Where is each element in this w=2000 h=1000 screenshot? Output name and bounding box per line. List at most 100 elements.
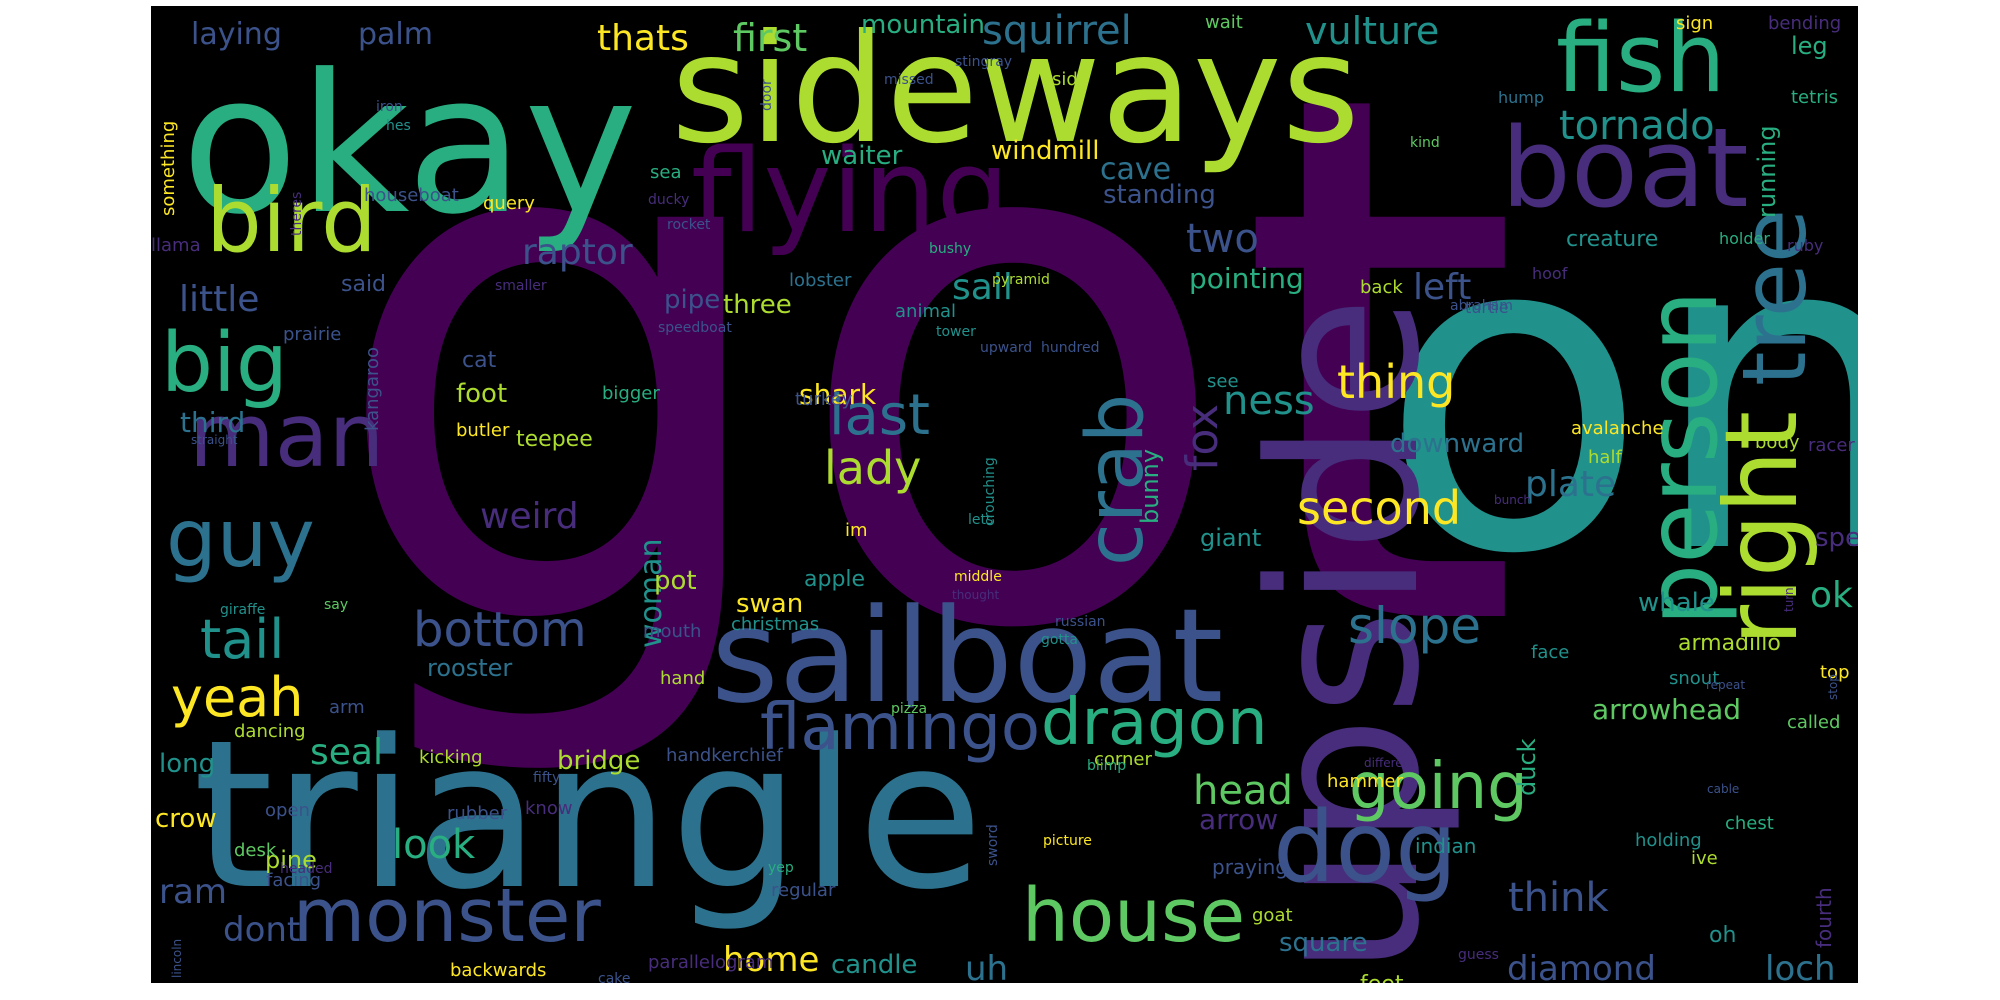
- word-shark: shark: [799, 378, 877, 411]
- word-thats: thats: [597, 18, 689, 59]
- word-fox: fox: [1177, 404, 1228, 471]
- word-rubber: rubber: [447, 803, 508, 824]
- word-abraham: abraham: [1450, 298, 1513, 314]
- word-ram: ram: [159, 872, 227, 912]
- word-fifty: fifty: [533, 770, 560, 786]
- word-praying: praying: [1212, 855, 1288, 879]
- word-flamingo: flamingo: [760, 691, 1040, 765]
- word-guess: guess: [1458, 947, 1499, 963]
- word-tower: tower: [936, 324, 976, 340]
- word-prairie: prairie: [283, 324, 341, 345]
- word-top: top: [1820, 662, 1850, 683]
- word-cat: cat: [462, 348, 497, 373]
- word-stingray: stingray: [955, 54, 1012, 70]
- word-lady: lady: [824, 441, 921, 495]
- word-foot: foot: [456, 379, 507, 409]
- word-desk: desk: [234, 840, 277, 861]
- word-upward: upward: [980, 340, 1032, 356]
- word-standing: standing: [1103, 180, 1216, 210]
- word-fish: fish: [1556, 6, 1726, 114]
- word-leg: leg: [1791, 32, 1828, 60]
- word-speed: speed: [1815, 523, 1858, 553]
- word-bigger: bigger: [602, 383, 660, 404]
- word-squirrel: squirrel: [982, 8, 1132, 54]
- word-cloud-canvas: gotonetriangleupsideokaysidewayssailboat…: [151, 6, 1858, 983]
- word-teepee: teepee: [516, 427, 593, 452]
- word-long: long: [159, 749, 215, 779]
- word-arrow: arrow: [1199, 803, 1278, 836]
- word-creature: creature: [1566, 227, 1658, 252]
- word-sign: sign: [1676, 13, 1713, 34]
- word-pizza: pizza: [891, 701, 927, 717]
- word-right: right: [1703, 411, 1820, 646]
- word-sideways: sideways: [671, 6, 1360, 177]
- word-mountain: mountain: [861, 10, 985, 40]
- word-man: man: [189, 384, 384, 487]
- word-houseboat: houseboat: [364, 185, 459, 206]
- word-handkerchief: handkerchief: [666, 745, 784, 766]
- word-giant: giant: [1200, 524, 1261, 552]
- word-house: house: [1022, 873, 1245, 959]
- word-kicking: kicking: [419, 747, 483, 768]
- word-dancing: dancing: [234, 721, 306, 742]
- word-avalanche: avalanche: [1571, 418, 1664, 439]
- word-hes: hes: [386, 118, 411, 134]
- word-feet: feet: [1360, 972, 1404, 983]
- word-oh: oh: [1709, 923, 1736, 948]
- word-yeah: yeah: [171, 666, 304, 729]
- word-windmill: windmill: [991, 136, 1099, 166]
- word-tornado: tornado: [1559, 103, 1715, 149]
- word-know: know: [525, 798, 573, 819]
- word-holder: holder: [1719, 229, 1770, 248]
- word-duck: duck: [1513, 738, 1541, 796]
- word-diamond: diamond: [1507, 949, 1656, 983]
- word-animal: animal: [895, 301, 956, 322]
- word-ive: ive: [1691, 848, 1718, 869]
- word-sword: sword: [985, 824, 1001, 866]
- word-pointing: pointing: [1189, 262, 1304, 295]
- word-open: open: [265, 800, 310, 821]
- word-triangle: triangle: [193, 697, 983, 935]
- word-home: home: [723, 940, 819, 980]
- word-tree: tree: [1723, 209, 1826, 386]
- word-smaller: smaller: [495, 278, 547, 294]
- word-query: query: [483, 193, 535, 214]
- word-speedboat: speedboat: [658, 320, 732, 336]
- word-facing: facing: [266, 870, 321, 891]
- word-uh: uh: [965, 949, 1008, 983]
- word-lobster: lobster: [789, 270, 852, 291]
- word-arm: arm: [329, 697, 365, 718]
- word-llama: llama: [151, 235, 201, 256]
- word-pyramid: pyramid: [992, 272, 1050, 288]
- word-parallelogram: parallelogram: [648, 952, 773, 973]
- word-ok: ok: [1810, 575, 1853, 616]
- word-thought: thought: [952, 588, 999, 602]
- word-whale: whale: [1638, 588, 1715, 618]
- word-turtle: turtle: [1465, 298, 1509, 317]
- word-flying: flying: [691, 125, 1009, 259]
- word-iron: iron: [376, 99, 403, 115]
- word-chest: chest: [1725, 813, 1774, 834]
- word-russian: russian: [1055, 614, 1106, 630]
- word-rocket: rocket: [667, 217, 711, 233]
- word-think: think: [1508, 875, 1610, 921]
- word-plate: plate: [1525, 464, 1616, 505]
- word-bridge: bridge: [557, 746, 640, 776]
- word-goat: goat: [1252, 905, 1293, 926]
- word-holding: holding: [1635, 830, 1702, 851]
- word-crouching: crouching: [982, 457, 998, 526]
- word-kangaroo: kangaroo: [362, 347, 383, 431]
- word-fourth: fourth: [1812, 887, 1836, 948]
- word-yep: yep: [768, 860, 794, 876]
- word-first: first: [733, 16, 807, 60]
- word-candle: candle: [831, 950, 917, 980]
- word-regular: regular: [771, 880, 836, 901]
- word-tail: tail: [200, 608, 284, 671]
- word-wait: wait: [1205, 12, 1243, 33]
- word-indian: indian: [1415, 834, 1476, 858]
- word-bending: bending: [1768, 13, 1841, 34]
- word-running: running: [1753, 125, 1781, 218]
- word-head: head: [1193, 768, 1293, 814]
- word-missed: missed: [884, 72, 934, 88]
- word-back: back: [1360, 277, 1403, 298]
